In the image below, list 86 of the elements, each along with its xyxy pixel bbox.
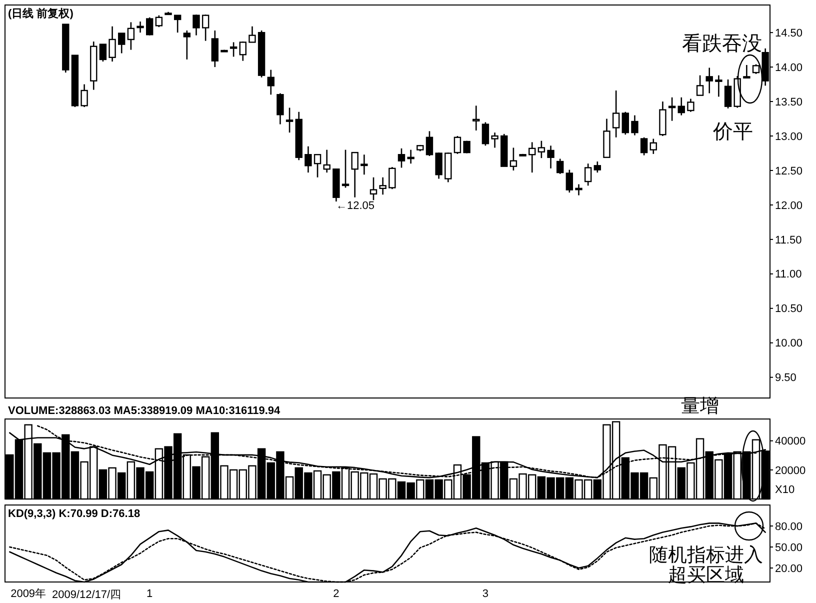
y-tick-label: 9.50 [775, 372, 796, 384]
candlestick [594, 160, 602, 174]
annotation: 价平 [712, 121, 753, 143]
candlestick [136, 20, 144, 34]
annotation: 看跌吞没 [682, 33, 762, 55]
candlestick [267, 69, 274, 96]
chart-title: VOLUME:328863.03 MA5:338919.09 MA10:316119.94 [8, 405, 281, 417]
y-tick-label: 10.50 [775, 303, 803, 316]
y-tick-label: 20000 [775, 464, 806, 477]
y-tick-label: 11.00 [775, 268, 802, 281]
text: 2009/12/17/四 [52, 589, 122, 601]
candlestick [528, 142, 536, 174]
chart-title: KD(9,3,3) K:70.99 D:76.18 [8, 508, 140, 520]
candlestick [687, 98, 694, 113]
candlestick [622, 111, 629, 136]
y-tick-label: 13.00 [775, 130, 803, 143]
candlestick [192, 14, 200, 36]
candlestick [323, 149, 330, 174]
candlestick [379, 176, 386, 196]
candlestick [202, 14, 210, 42]
candlestick [724, 78, 732, 110]
y-tick-label: 13.50 [775, 96, 803, 108]
candlestick [230, 42, 238, 58]
candlestick [388, 166, 396, 190]
candlestick [155, 14, 163, 28]
y-tick-label: 50.00 [775, 542, 803, 554]
candlestick [118, 32, 126, 54]
candlestick [435, 152, 442, 180]
candlestick [398, 148, 406, 168]
candlestick [566, 169, 574, 194]
candlestick [472, 105, 480, 132]
y-tick-label: 14.00 [775, 62, 803, 74]
annotation: ←12.05 [336, 200, 375, 212]
candlestick [482, 122, 490, 146]
candlestick [342, 149, 350, 188]
candlestick [454, 135, 462, 155]
candlestick [146, 16, 154, 36]
x-tick-label: 2 [333, 588, 340, 600]
candlestick [239, 40, 246, 62]
y-tick-label: 20.00 [775, 562, 803, 575]
y-axis-title: X10 [775, 484, 795, 496]
candlestick [360, 154, 368, 176]
y-tick-label: 10.00 [775, 338, 803, 350]
candlestick [491, 132, 498, 148]
x-tick-label: 1 [146, 588, 153, 600]
candlestick [304, 146, 312, 174]
candlestick [407, 149, 414, 164]
candlestick [575, 184, 582, 196]
y-tick-label: 12.50 [775, 165, 803, 178]
candlestick [510, 147, 518, 172]
candlestick [612, 90, 620, 138]
y-tick-label: 12.00 [775, 200, 803, 212]
x-tick-label: 2009年 [10, 588, 46, 600]
candlestick [696, 74, 704, 96]
candlestick [538, 140, 546, 159]
candlestick [351, 152, 358, 198]
candlestick [108, 26, 116, 62]
x-tick-label: 3 [482, 588, 489, 600]
candlestick [276, 92, 284, 125]
candlestick [584, 162, 592, 186]
candlestick [80, 84, 88, 108]
candlestick [99, 44, 107, 62]
candlestick [370, 176, 378, 201]
candlestick [127, 22, 135, 50]
candlestick [640, 136, 648, 156]
candlestick [314, 154, 322, 178]
candlestick [678, 96, 685, 116]
candlestick [547, 145, 554, 170]
candlestick [426, 130, 434, 157]
y-tick-label: 11.50 [775, 234, 802, 246]
candlestick [715, 74, 722, 98]
candlestick [183, 30, 191, 60]
candlestick [248, 26, 256, 43]
candlestick [650, 138, 657, 155]
y-tick-label: 40000 [775, 436, 806, 448]
candlestick [286, 107, 294, 134]
candlestick [743, 64, 750, 79]
candlestick [752, 64, 760, 75]
candlestick [706, 67, 713, 94]
candlestick [174, 14, 182, 34]
candlestick [556, 158, 564, 175]
y-tick-label: 14.50 [775, 27, 803, 40]
chart-title: (日线 前复权) [8, 7, 74, 20]
candlestick [631, 114, 638, 136]
candlestick [211, 30, 219, 68]
y-tick-label: 80.00 [775, 520, 803, 533]
